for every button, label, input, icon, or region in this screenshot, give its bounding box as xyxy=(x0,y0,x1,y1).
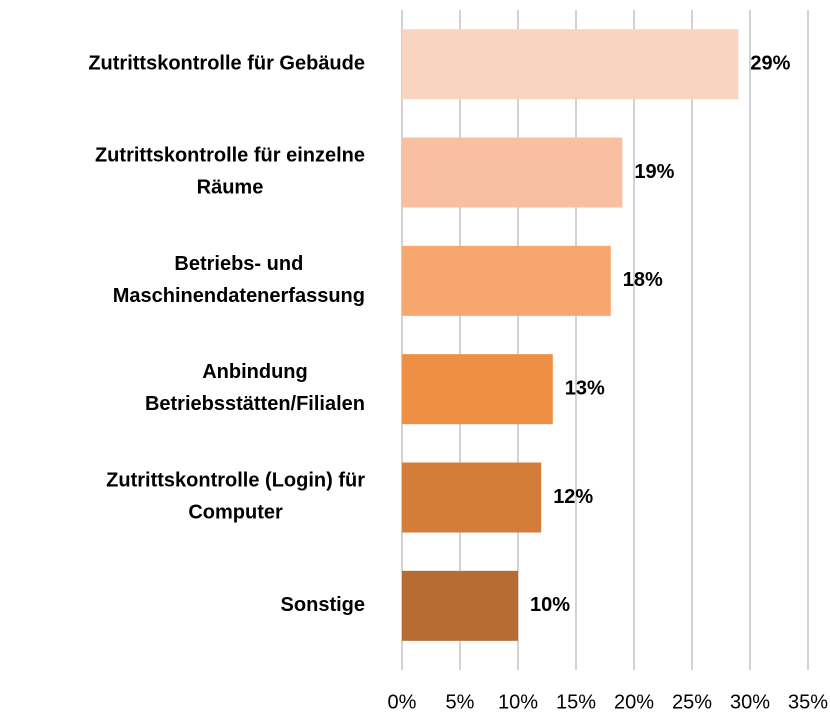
category-label: Zutrittskontrolle für einzelne Räume xyxy=(95,145,365,199)
value-label: 18% xyxy=(623,269,663,291)
category-label: Anbindung Betriebsstätten/Filialen xyxy=(145,361,365,415)
bar xyxy=(402,570,518,641)
x-tick-label: 35% xyxy=(788,691,828,713)
x-tick-label: 25% xyxy=(672,691,712,713)
x-tick-label: 20% xyxy=(614,691,654,713)
value-label: 10% xyxy=(530,594,570,616)
value-label: 12% xyxy=(553,486,593,508)
x-tick-label: 10% xyxy=(498,691,538,713)
x-tick-label: 0% xyxy=(388,691,417,713)
x-tick-label: 30% xyxy=(730,691,770,713)
category-label: Sonstige xyxy=(281,594,365,616)
bar xyxy=(402,137,623,208)
category-label: Zutrittskontrolle für Gebäude xyxy=(88,52,365,74)
bar xyxy=(402,462,542,533)
bar xyxy=(402,354,553,425)
bar xyxy=(402,245,611,316)
value-label: 29% xyxy=(750,52,790,74)
value-label: 13% xyxy=(565,377,605,399)
x-tick-label: 15% xyxy=(556,691,596,713)
value-label: 19% xyxy=(634,161,674,183)
x-tick-label: 5% xyxy=(446,691,475,713)
category-label: Betriebs- und Maschinendatenerfassung xyxy=(113,253,365,307)
bar xyxy=(402,29,739,100)
category-label: Zutrittskontrolle (Login) für Computer xyxy=(106,470,365,524)
